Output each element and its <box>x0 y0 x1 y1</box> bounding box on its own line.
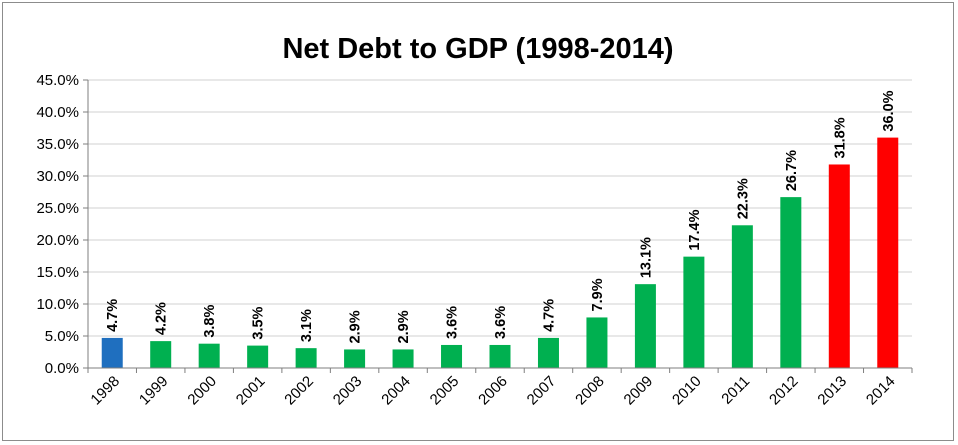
data-label-2005: 3.6% <box>445 306 461 339</box>
x-axis: 1998 1999 2000 2001 2002 2003 2004 2005 2006 2007… <box>87 367 913 409</box>
bar-2007 <box>537 337 559 368</box>
bar-2006 <box>489 344 511 368</box>
y-tick-label: 5.0% <box>45 328 79 345</box>
x-tick-label: 2014 <box>863 373 899 409</box>
x-tick-label: 1998 <box>87 373 123 409</box>
data-label-2011: 22.3% <box>735 178 751 219</box>
bar-2003 <box>344 349 366 368</box>
bar-2000 <box>198 343 220 368</box>
x-tick-label: 2008 <box>572 373 608 409</box>
y-tick-label: 20.0% <box>36 232 79 249</box>
data-label-2001: 3.5% <box>251 306 267 339</box>
x-tick-label: 2003 <box>330 373 366 409</box>
bar-2002 <box>295 348 317 368</box>
bar-1999 <box>150 341 172 368</box>
y-axis: 0.0% 5.0% 10.0% 15.0% 20.0% 25.0% 30.0% 35.0% 40… <box>36 72 89 377</box>
data-label-2003: 2.9% <box>348 310 364 343</box>
y-tick-label: 10.0% <box>36 296 79 313</box>
bar-2005 <box>441 344 463 368</box>
data-label-2014: 36.0% <box>881 90 897 131</box>
x-tick-label: 2001 <box>233 373 269 409</box>
y-tick-label: 25.0% <box>36 200 79 217</box>
y-tick-label: 35.0% <box>36 136 79 153</box>
data-label-1999: 4.2% <box>154 302 170 335</box>
x-tick-label: 2007 <box>524 373 560 409</box>
x-tick-label: 2000 <box>184 373 220 409</box>
data-label-2012: 26.7% <box>784 150 800 191</box>
data-label-2009: 13.1% <box>638 237 654 278</box>
bar-2008 <box>586 317 608 368</box>
bar-1998 <box>101 337 123 368</box>
y-tick-label: 30.0% <box>36 168 79 185</box>
data-label-2004: 2.9% <box>396 310 412 343</box>
data-label-2008: 7.9% <box>590 278 606 311</box>
y-tick-label: 40.0% <box>36 104 79 121</box>
bar-2004 <box>392 349 414 368</box>
data-label-2010: 17.4% <box>687 209 703 250</box>
x-tick-label: 2004 <box>378 373 414 409</box>
data-label-2000: 3.8% <box>202 305 218 338</box>
y-tick-label: 0.0% <box>45 360 79 377</box>
bar-2011 <box>731 225 753 368</box>
data-label-2006: 3.6% <box>493 306 509 339</box>
data-label-2007: 4.7% <box>541 299 557 332</box>
x-tick-label: 2009 <box>621 373 657 409</box>
x-tick-label: 2012 <box>766 373 802 409</box>
x-tick-label: 2006 <box>475 373 511 409</box>
data-label-2013: 31.8% <box>832 117 848 158</box>
x-tick-label: 2013 <box>815 373 851 409</box>
data-label-1998: 4.7% <box>105 299 121 332</box>
bars: 4.7% 4.2% 3.8% 3.5% 3.1% 2.9% 2.9% 3.6% 3.6% 4.7%… <box>101 90 899 368</box>
y-tick-label: 15.0% <box>36 264 79 281</box>
chart-title: Net Debt to GDP (1998-2014) <box>282 33 673 65</box>
bar-2001 <box>247 345 269 368</box>
bar-2012 <box>780 197 802 368</box>
gridlines <box>88 79 912 337</box>
bar-2009 <box>634 284 656 368</box>
y-tick-label: 45.0% <box>36 72 79 89</box>
bar-2013 <box>828 164 850 368</box>
x-tick-label: 1999 <box>136 373 172 409</box>
x-tick-label: 2010 <box>669 373 705 409</box>
x-tick-label: 2005 <box>427 373 463 409</box>
data-label-2002: 3.1% <box>299 309 315 342</box>
x-tick-label: 2002 <box>281 373 317 409</box>
bar-2014 <box>877 137 899 368</box>
x-tick-label: 2011 <box>718 373 753 408</box>
bar-2010 <box>683 256 705 368</box>
